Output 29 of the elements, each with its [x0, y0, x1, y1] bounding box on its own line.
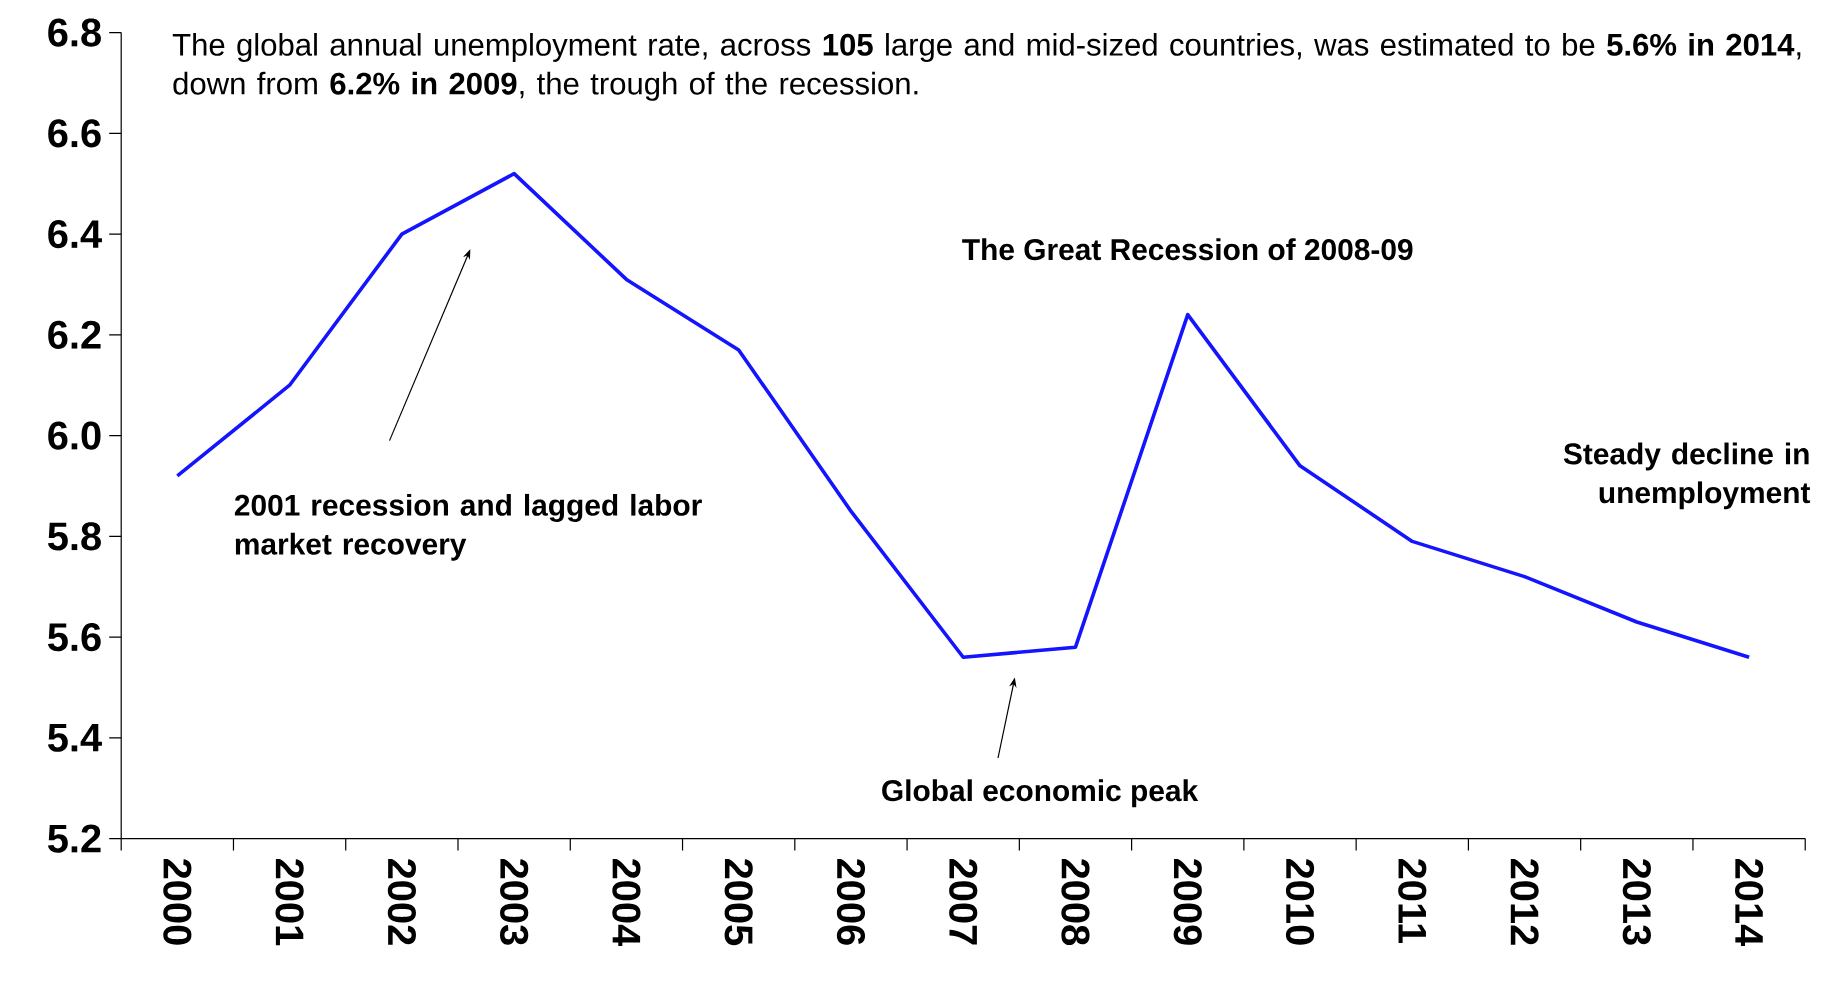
annotation: Steady decline in unemployment [1563, 442, 1811, 510]
annotation: Global economic peak [882, 779, 1199, 808]
annotation: 2001 recession and lagged labor market recovery [234, 493, 702, 561]
x-tick-label: 2010 [1285, 859, 1315, 945]
y-tick-label: 5.8 [47, 522, 101, 551]
x-tick-label: 2002 [387, 859, 416, 945]
annotation: The Great Recession of 2008-09 [962, 238, 1413, 261]
x-tick-label: 2003 [500, 859, 529, 945]
y-tick-label: 5.2 [47, 824, 101, 853]
y-tick-label: 5.6 [47, 623, 101, 652]
x-tick-label: 2001 [275, 859, 304, 946]
x-tick-label: 2013 [1622, 859, 1651, 945]
x-tick-label: 2007 [949, 859, 978, 945]
x-tick-label: 2004 [612, 859, 641, 947]
x-tick-label: 2009 [1173, 859, 1202, 945]
x-tick-label: 2008 [1061, 859, 1090, 946]
y-tick-label: 6.2 [48, 320, 101, 349]
x-tick-label: 2006 [836, 859, 866, 945]
y-tick-label: 6.8 [48, 18, 101, 47]
y-tick-label: 6.4 [48, 220, 102, 249]
y-tick-label: 5.4 [47, 723, 102, 752]
y-tick-label: 6.0 [48, 421, 101, 450]
x-tick-label: 2000 [163, 859, 192, 945]
chart-title: The global annual unemployment rate, across 105 large and mid-sized countries, was estimated to be 5.6% in 2014, down from 6.2% in 2009, the trough of the recession. [172, 32, 1801, 101]
x-tick-label: 2011 [1398, 859, 1427, 943]
x-tick-label: 2012 [1510, 859, 1539, 945]
y-tick-label: 6.6 [48, 119, 101, 148]
x-tick-label: 2014 [1734, 859, 1764, 947]
x-tick-label: 2005 [724, 859, 753, 946]
